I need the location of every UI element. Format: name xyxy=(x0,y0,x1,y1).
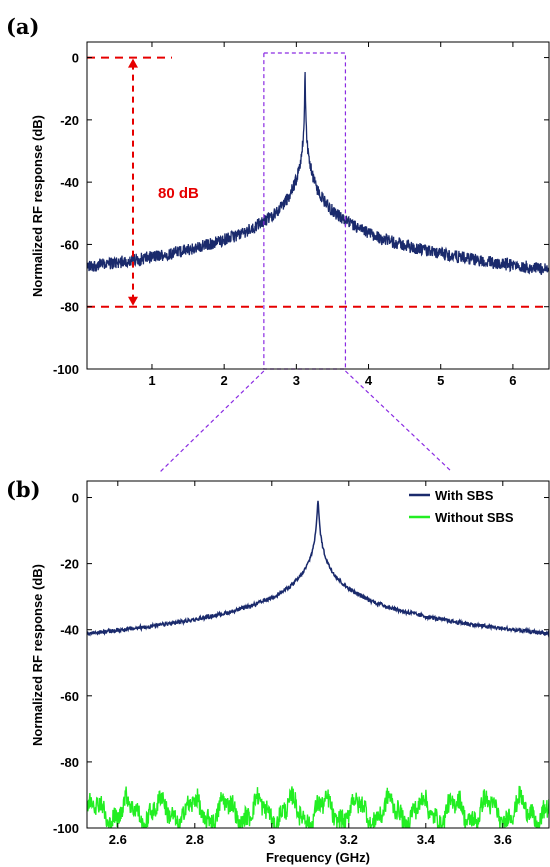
y-tick-label-b: -60 xyxy=(60,689,79,704)
legend: With SBS Without SBS xyxy=(409,488,514,525)
y-tick-label-a: -100 xyxy=(53,362,79,377)
y-tick-label-b: -100 xyxy=(53,821,79,836)
zoom-box xyxy=(263,52,347,370)
legend-label-without-sbs: Without SBS xyxy=(435,510,514,525)
x-tick-label-a: 1 xyxy=(148,373,155,388)
plot-frame-b xyxy=(86,480,550,829)
y-tick-label-a: -20 xyxy=(60,113,79,128)
legend-label-with-sbs: With SBS xyxy=(435,488,494,503)
x-tick-label-a: 4 xyxy=(365,373,373,388)
zoom-line-right xyxy=(345,370,453,473)
y-tick-label-a: -40 xyxy=(60,175,79,190)
x-tick-label-b: 3 xyxy=(268,832,275,847)
series-line-with-sbs xyxy=(87,500,549,638)
x-axis-title-b: Frequency (GHz) xyxy=(266,850,370,865)
y-tick-label-b: -80 xyxy=(60,755,79,770)
y-tick-label-b: -40 xyxy=(60,623,79,638)
plot-frame-a xyxy=(86,41,550,370)
range-arrow-head-up xyxy=(128,58,138,68)
panel-a-label: (a) xyxy=(6,14,39,39)
chart-a: 80 dB 1 2 3 4 5 6 0 -20 -40 -60 -80 -100 Normalized… xyxy=(30,41,550,388)
y-tick-label-a: 0 xyxy=(72,51,79,66)
x-tick-label-a: 2 xyxy=(221,373,228,388)
x-tick-label-b: 2.6 xyxy=(109,832,127,847)
y-tick-label-b: -20 xyxy=(60,557,79,572)
x-tick-label-b: 3.4 xyxy=(417,832,436,847)
zoom-line-left xyxy=(159,370,265,473)
x-tick-label-b: 3.6 xyxy=(494,832,512,847)
chart-b: 2.6 2.8 3 3.2 3.4 3.6 0 -20 -40 -60 -80 -100 Normal… xyxy=(30,480,550,865)
x-tick-label-b: 3.2 xyxy=(340,832,358,847)
y-tick-label-a: -80 xyxy=(60,300,79,315)
panel-b-label: (b) xyxy=(6,477,41,502)
x-tick-label-a: 6 xyxy=(509,373,516,388)
y-axis-title-b: Normalized RF response (dB) xyxy=(30,564,45,746)
zoom-connector xyxy=(159,370,453,473)
x-tick-label-a: 5 xyxy=(437,373,444,388)
x-tick-label-a: 3 xyxy=(293,373,300,388)
y-tick-label-b: 0 xyxy=(72,491,79,506)
x-tick-label-b: 2.8 xyxy=(186,832,204,847)
series-line-a xyxy=(87,71,549,276)
range-annotation-label: 80 dB xyxy=(158,185,199,202)
series-line-without-sbs xyxy=(87,785,549,828)
y-axis-title-a: Normalized RF response (dB) xyxy=(30,115,45,297)
range-arrow-head-down xyxy=(128,296,138,306)
y-tick-label-a: -60 xyxy=(60,237,79,252)
